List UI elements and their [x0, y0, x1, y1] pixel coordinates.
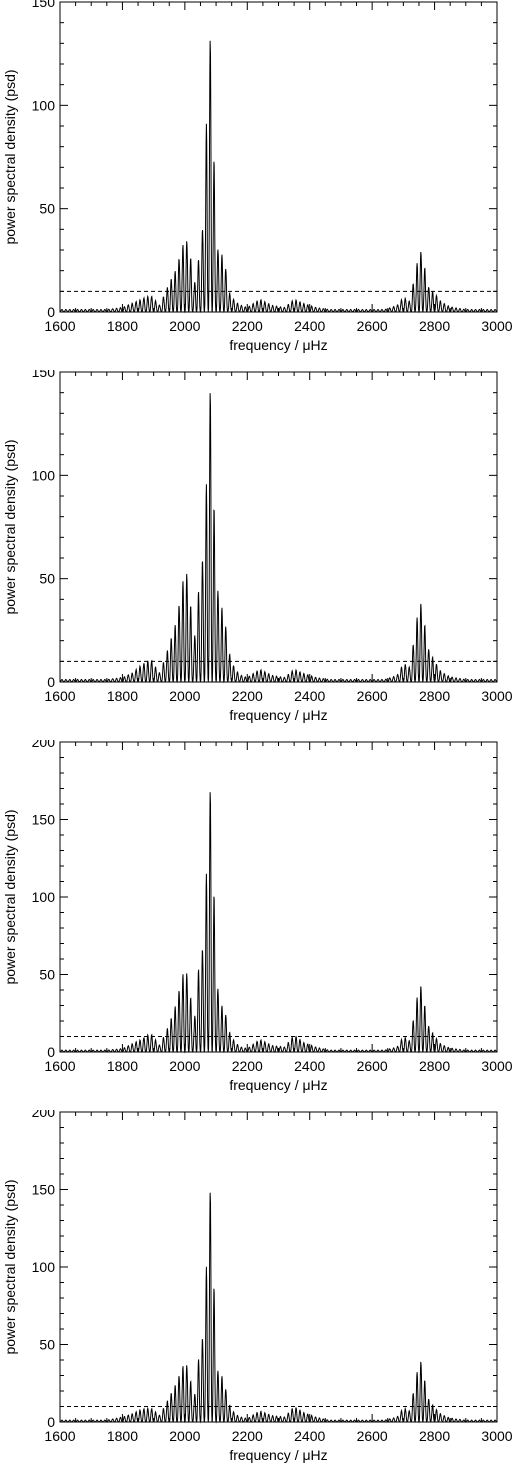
x-tick-label: 2200 — [232, 688, 263, 704]
spectrum-panel-2: 1600 1800 2000 2200 2400 2600 2800 3000 0 50 100 15… — [0, 370, 515, 740]
x-tick-label: 2000 — [169, 1428, 200, 1444]
x-tick-label: 2000 — [169, 1058, 200, 1074]
x-tick-label: 2800 — [419, 318, 450, 334]
x-tick-label: 1800 — [107, 318, 138, 334]
y-tick-label: 200 — [32, 740, 56, 750]
plot-frame — [59, 1111, 498, 1423]
x-tick-label: 3000 — [481, 318, 512, 334]
spectrum-panel-3: 1600 1800 2000 2200 2400 2600 2800 3000 0 50 100 15… — [0, 740, 515, 1110]
y-tick-label: 0 — [47, 674, 55, 690]
y-axis-label: power spectral density (psd) — [2, 69, 18, 244]
plot-frame — [59, 741, 498, 1053]
x-tick-label: 1800 — [107, 1058, 138, 1074]
x-tick-label: 2600 — [357, 1058, 388, 1074]
x-tick-label: 2000 — [169, 688, 200, 704]
x-tick-label: 2800 — [419, 688, 450, 704]
y-tick-label: 0 — [47, 1414, 55, 1430]
x-tick-label: 3000 — [481, 1428, 512, 1444]
plot-frame — [59, 371, 498, 683]
x-axis-label: frequency / μHz — [229, 1447, 327, 1463]
y-tick-label: 150 — [32, 812, 56, 828]
spectrum-line — [60, 792, 497, 1054]
y-tick-label: 0 — [47, 1044, 55, 1060]
x-tick-label: 2400 — [294, 318, 325, 334]
y-tick-label: 100 — [32, 97, 56, 113]
y-tick-label: 100 — [32, 467, 56, 483]
y-tick-label: 50 — [39, 571, 55, 587]
y-tick-label: 100 — [32, 889, 56, 905]
x-tick-label: 2800 — [419, 1428, 450, 1444]
x-tick-label: 1800 — [107, 1428, 138, 1444]
x-tick-label: 2600 — [357, 318, 388, 334]
chart-svg: 1600 1800 2000 2200 2400 2600 2800 3000 0 50 100 15… — [2, 0, 513, 353]
chart-svg: 1600 1800 2000 2200 2400 2600 2800 3000 0 50 100 15… — [2, 1110, 513, 1463]
y-tick-label: 50 — [39, 201, 55, 217]
x-tick-label: 1600 — [44, 1058, 75, 1074]
x-tick-label: 1600 — [44, 688, 75, 704]
x-tick-label: 1600 — [44, 318, 75, 334]
x-tick-label: 2400 — [294, 1058, 325, 1074]
x-tick-label: 2800 — [419, 1058, 450, 1074]
x-tick-label: 2600 — [357, 1428, 388, 1444]
y-axis-label: power spectral density (psd) — [2, 809, 18, 984]
spectrum-line — [60, 1192, 497, 1424]
x-tick-label: 2000 — [169, 318, 200, 334]
x-tick-label: 2200 — [232, 1058, 263, 1074]
y-tick-label: 200 — [32, 1110, 56, 1120]
y-tick-label: 150 — [32, 370, 56, 380]
x-tick-label: 1600 — [44, 1428, 75, 1444]
x-tick-label: 2200 — [232, 1428, 263, 1444]
spectrum-panel-4: 1600 1800 2000 2200 2400 2600 2800 3000 0 50 100 15… — [0, 1110, 515, 1480]
y-tick-label: 150 — [32, 0, 56, 10]
x-axis-label: frequency / μHz — [229, 1077, 327, 1093]
y-axis-label: power spectral density (psd) — [2, 1179, 18, 1354]
spectrum-line — [60, 393, 497, 684]
y-axis-label: power spectral density (psd) — [2, 439, 18, 614]
chart-svg: 1600 1800 2000 2200 2400 2600 2800 3000 0 50 100 15… — [2, 740, 513, 1093]
y-tick-label: 0 — [47, 304, 55, 320]
x-tick-label: 2200 — [232, 318, 263, 334]
y-tick-label: 150 — [32, 1182, 56, 1198]
x-tick-label: 1800 — [107, 688, 138, 704]
x-axis-label: frequency / μHz — [229, 707, 327, 723]
x-tick-label: 2400 — [294, 688, 325, 704]
x-axis-label: frequency / μHz — [229, 337, 327, 353]
plot-frame — [59, 1, 498, 313]
spectrum-line — [60, 40, 497, 314]
spectrum-panel-1: 1600 1800 2000 2200 2400 2600 2800 3000 0 50 100 15… — [0, 0, 515, 370]
chart-svg: 1600 1800 2000 2200 2400 2600 2800 3000 0 50 100 15… — [2, 370, 513, 723]
x-tick-label: 2400 — [294, 1428, 325, 1444]
x-tick-label: 2600 — [357, 688, 388, 704]
y-tick-label: 50 — [39, 967, 55, 983]
y-tick-label: 50 — [39, 1337, 55, 1353]
y-tick-label: 100 — [32, 1259, 56, 1275]
x-tick-label: 3000 — [481, 688, 512, 704]
x-tick-label: 3000 — [481, 1058, 512, 1074]
